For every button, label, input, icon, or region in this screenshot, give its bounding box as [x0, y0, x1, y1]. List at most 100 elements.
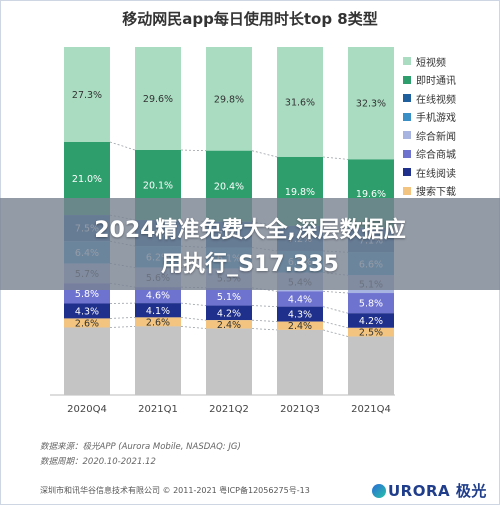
legend-label: 综合商城: [416, 150, 456, 162]
data-label: 4.1%: [146, 306, 170, 317]
bar-segment-other: [64, 327, 110, 395]
data-label: 2.6%: [75, 318, 99, 329]
connector-line: [109, 316, 136, 319]
x-tick-label: 2021Q4: [351, 404, 391, 415]
aurora-logo-icon: [372, 484, 386, 498]
bar-segment: [135, 303, 181, 318]
x-tick-label: 2021Q1: [138, 404, 178, 415]
overlay-banner: [0, 198, 500, 290]
legend-label: 在线阅读: [416, 168, 456, 180]
connector-line: [109, 326, 136, 328]
aurora-logo: URORA 极光: [372, 480, 487, 501]
connector-line: [180, 302, 207, 306]
data-label: 29.8%: [214, 94, 244, 105]
legend-label: 在线视频: [416, 94, 456, 106]
bar-segment: [135, 317, 181, 327]
connector-line: [322, 321, 349, 329]
bar-segment: [135, 287, 181, 304]
legend-item: 即时通讯: [403, 71, 456, 90]
bar-segment: [206, 47, 252, 151]
bar-segment: [206, 287, 252, 306]
connector-line: [251, 328, 278, 331]
data-label: 5.8%: [75, 289, 99, 300]
data-label: 4.6%: [146, 291, 170, 302]
legend-item: 手机游戏: [403, 108, 456, 127]
bar-segment: [64, 47, 110, 143]
data-label: 20.4%: [214, 182, 244, 193]
data-label: 20.1%: [143, 180, 173, 191]
data-label: 32.3%: [356, 99, 386, 110]
connector-line: [322, 290, 349, 294]
data-label: 4.2%: [217, 308, 241, 319]
source-line: 数据来源：极光APP (Aurora Mobile, NASDAQ: JG): [40, 442, 241, 452]
legend-label: 搜索下载: [416, 187, 456, 199]
bar-segment-other: [206, 328, 252, 395]
bar-segment: [348, 293, 394, 314]
legend-swatch: [403, 168, 411, 177]
legend-swatch: [403, 131, 411, 140]
legend-swatch: [403, 94, 411, 103]
overlay-banner-text: 2024精准免费大全,深层数据应 用执行_S17.335: [0, 214, 500, 282]
data-label: 2.4%: [288, 321, 312, 332]
banner-line-2: 用执行_S17.335: [161, 252, 339, 277]
legend-item: 短视频: [403, 52, 456, 71]
data-label: 2.5%: [359, 328, 383, 339]
logo-text: URORA 极光: [388, 482, 487, 500]
data-label: 29.6%: [143, 94, 173, 105]
footer: 深圳市和讯华谷信息技术有限公司 © 2011-2021 粤ICP备1205627…: [0, 480, 500, 502]
connector-line: [322, 156, 349, 160]
legend-label: 短视频: [416, 57, 446, 69]
connector-line: [251, 319, 278, 322]
data-label: 19.8%: [285, 187, 315, 198]
connector-line: [251, 305, 278, 308]
legend-item: 综合商城: [403, 145, 456, 164]
bar-segment: [348, 327, 394, 337]
data-label: 4.2%: [359, 316, 383, 327]
bar-segment: [64, 303, 110, 319]
bar-segment-other: [277, 329, 323, 395]
connector-line: [180, 316, 207, 321]
bar-segment: [348, 47, 394, 160]
legend-swatch: [403, 186, 411, 195]
legend-item: 综合新闻: [403, 126, 456, 145]
bar-segment: [135, 47, 181, 151]
data-label: 27.3%: [72, 90, 102, 101]
connector-line: [180, 326, 207, 329]
connector-line: [322, 306, 349, 314]
bar-segment: [64, 318, 110, 328]
bar-segment-other: [135, 326, 181, 395]
x-tick-label: 2020Q4: [67, 404, 107, 415]
bar-segment: [277, 47, 323, 157]
legend-swatch: [403, 75, 411, 84]
data-label: 2.6%: [146, 317, 170, 328]
bar-segment: [206, 305, 252, 321]
chart-title: 移动网民app每日使用时长top 8类型: [122, 10, 378, 28]
legend-label: 手机游戏: [416, 113, 456, 125]
data-label: 21.0%: [72, 174, 102, 185]
connector-line: [109, 141, 136, 151]
bar-segment: [277, 291, 323, 307]
legend-swatch: [403, 112, 411, 121]
legend-item: 搜索下载: [403, 182, 456, 201]
bar-segment: [277, 306, 323, 322]
data-label: 4.3%: [75, 306, 99, 317]
bar-segment: [206, 320, 252, 329]
bar-segment-other: [348, 336, 394, 395]
data-label: 4.3%: [288, 310, 312, 321]
bar-segment: [277, 321, 323, 330]
x-tick-label: 2021Q3: [280, 404, 320, 415]
data-label: 4.4%: [288, 294, 312, 305]
bar-segment: [348, 313, 394, 328]
period-line: 数据周期：2020.10-2021.12: [40, 457, 156, 467]
connector-line: [322, 329, 349, 337]
legend-label: 综合新闻: [416, 131, 456, 143]
data-label: 5.1%: [217, 292, 241, 303]
connector-line: [180, 149, 207, 152]
legend-swatch: [403, 149, 411, 158]
banner-line-1: 2024精准免费大全,深层数据应: [94, 218, 406, 243]
legend-item: 在线阅读: [403, 163, 456, 182]
data-label: 2.4%: [217, 320, 241, 331]
data-label: 5.8%: [359, 299, 383, 310]
legend-item: 在线视频: [403, 89, 456, 108]
footer-note: 深圳市和讯华谷信息技术有限公司 © 2011-2021 粤ICP备1205627…: [40, 486, 310, 495]
